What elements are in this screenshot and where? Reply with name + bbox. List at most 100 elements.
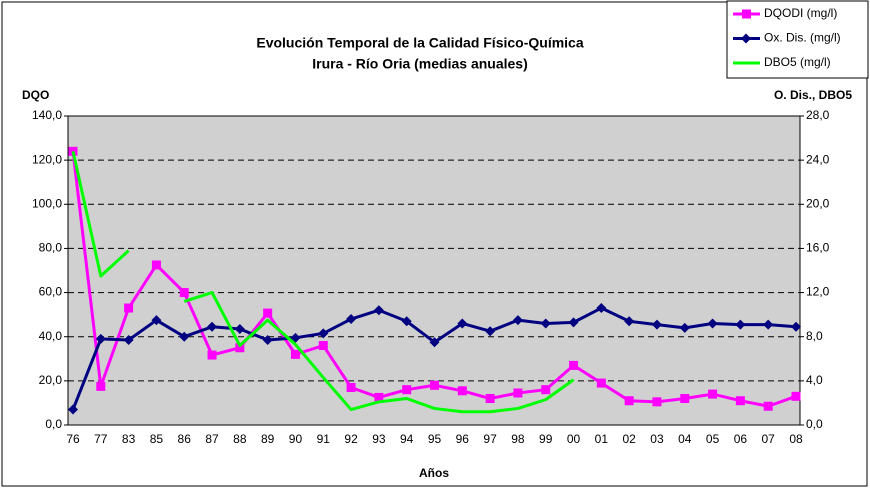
data-point [596, 303, 607, 314]
x-tick-label: 87 [205, 432, 219, 446]
data-point [680, 394, 690, 404]
x-tick-label: 91 [317, 432, 331, 446]
x-tick-label: 96 [456, 432, 470, 446]
data-point [540, 318, 551, 329]
data-point [735, 396, 745, 406]
x-tick-label: 89 [261, 432, 275, 446]
data-point [429, 337, 440, 348]
data-point [763, 319, 774, 330]
data-point [207, 321, 218, 332]
data-point [373, 305, 384, 316]
y2-tick-label: 8,0 [806, 329, 823, 343]
x-tick-label: 97 [483, 432, 497, 446]
x-tick-label: 88 [233, 432, 247, 446]
y-tick-label: 60,0 [39, 285, 63, 299]
y2-tick-label: 28,0 [806, 108, 830, 122]
data-point [457, 318, 468, 329]
x-tick-label: 85 [150, 432, 164, 446]
y-tick-label: 0,0 [45, 417, 62, 431]
data-point [624, 316, 635, 327]
x-tick-label: 06 [734, 432, 748, 446]
legend-label: Ox. Dis. (mg/l) [764, 31, 841, 45]
x-tick-label: 95 [428, 432, 442, 446]
data-point [430, 380, 439, 390]
data-point [234, 323, 245, 334]
x-tick-label: 02 [622, 432, 636, 446]
y2-axis-label: O. Dis., DBO5 [774, 88, 852, 102]
x-tick-label: 01 [595, 432, 609, 446]
data-point [235, 343, 245, 353]
data-point [541, 385, 551, 395]
data-point [290, 349, 300, 359]
y2-tick-label: 24,0 [806, 152, 830, 166]
data-point [512, 315, 523, 326]
y2-tick-label: 20,0 [806, 196, 830, 210]
data-point [707, 318, 718, 329]
data-point [151, 315, 162, 326]
data-point [513, 388, 523, 398]
data-point [485, 394, 495, 404]
y-tick-label: 120,0 [32, 152, 62, 166]
data-point [763, 401, 773, 411]
y-tick-label: 100,0 [32, 196, 62, 210]
data-point [151, 260, 161, 270]
y2-tick-label: 16,0 [806, 241, 830, 255]
y2-tick-label: 0,0 [806, 417, 823, 431]
y-axis-label: DQO [22, 88, 49, 102]
data-point [735, 319, 746, 330]
x-tick-label: 98 [511, 432, 525, 446]
x-tick-label: 99 [539, 432, 553, 446]
x-tick-label: 07 [762, 432, 776, 446]
x-tick-label: 05 [706, 432, 720, 446]
y2-tick-label: 12,0 [806, 285, 830, 299]
data-point [568, 317, 579, 328]
data-point [263, 308, 273, 318]
data-point [96, 381, 106, 391]
y-tick-label: 80,0 [39, 241, 63, 255]
data-point [791, 321, 801, 332]
y-tick-label: 20,0 [39, 373, 63, 387]
data-point [652, 397, 662, 407]
data-point [346, 314, 357, 325]
data-point [318, 341, 328, 351]
data-point [123, 335, 134, 346]
y2-tick-label: 4,0 [806, 373, 823, 387]
data-point [179, 331, 190, 342]
data-point [374, 392, 384, 402]
legend-marker [742, 9, 751, 19]
x-tick-label: 83 [122, 432, 136, 446]
chart-title: Evolución Temporal de la Calidad Físico-… [256, 35, 583, 51]
data-point [262, 335, 273, 346]
data-point [708, 389, 718, 399]
data-point [346, 382, 356, 392]
series-line [71, 150, 575, 414]
x-tick-label: 94 [400, 432, 414, 446]
x-tick-label: 04 [678, 432, 692, 446]
data-point [569, 360, 579, 370]
data-point [457, 386, 467, 396]
data-point [318, 328, 329, 339]
x-tick-label: 08 [789, 432, 803, 446]
legend-label: DQODI (mg/l) [764, 6, 837, 20]
x-tick-label: 76 [66, 432, 80, 446]
data-point [485, 326, 496, 337]
x-tick-label: 92 [344, 432, 358, 446]
data-point [624, 396, 634, 406]
data-point [402, 385, 412, 395]
legend-marker [741, 33, 751, 44]
data-point [207, 350, 217, 360]
chart-subtitle: Irura - Río Oria (medias anuales) [312, 56, 528, 72]
y-tick-label: 140,0 [32, 108, 62, 122]
legend-label: DBO5 (mg/l) [764, 55, 831, 69]
x-tick-label: 00 [567, 432, 581, 446]
data-point [124, 303, 134, 313]
data-point [179, 288, 189, 298]
x-tick-label: 93 [372, 432, 386, 446]
y-tick-label: 40,0 [39, 329, 63, 343]
data-point [791, 391, 801, 401]
x-tick-label: 90 [289, 432, 303, 446]
data-point [596, 378, 606, 388]
data-point [68, 404, 78, 415]
data-point [401, 316, 412, 327]
